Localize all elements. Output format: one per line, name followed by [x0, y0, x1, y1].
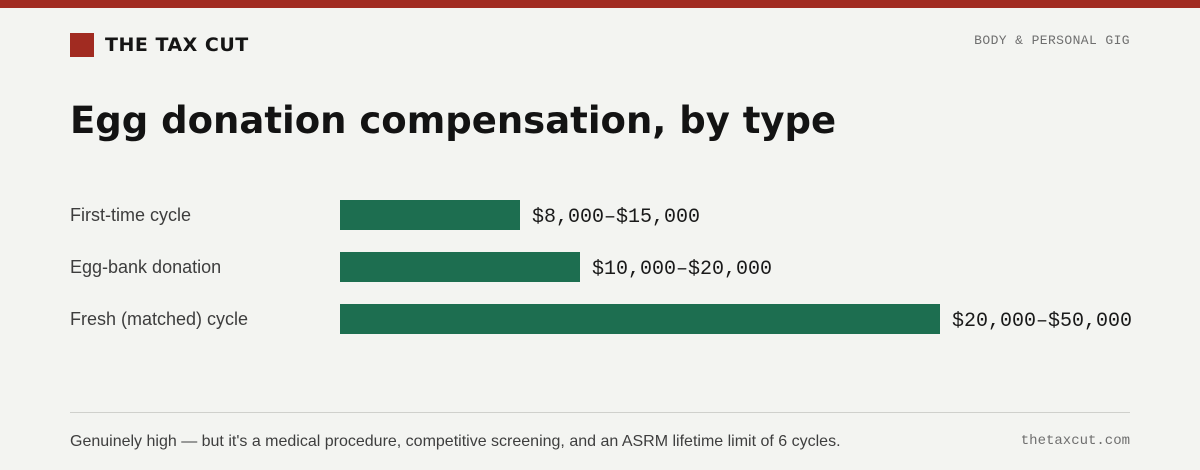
chart-title: Egg donation compensation, by type [70, 99, 837, 142]
bar [340, 304, 940, 334]
value-label: $20,000–$50,000 [952, 310, 1132, 333]
bar [340, 200, 520, 230]
category-label: BODY & PERSONAL GIG [974, 33, 1130, 48]
top-accent-bar [0, 0, 1200, 8]
value-label: $10,000–$20,000 [592, 258, 772, 281]
category-label: Fresh (matched) cycle [70, 309, 248, 329]
category-label: Egg-bank donation [70, 257, 221, 277]
bar [340, 252, 580, 282]
footer-note: Genuinely high — but it's a medical proc… [70, 433, 841, 450]
category-label: First-time cycle [70, 205, 191, 225]
brand-name: THE TAX CUT [105, 34, 249, 56]
site-url: thetaxcut.com [1020, 433, 1130, 449]
bar-chart: First-time cycle $8,000–$15,000 Egg-bank d… [70, 200, 1132, 334]
footer-divider [70, 412, 1130, 413]
brand: THE TAX CUT [70, 30, 249, 60]
value-label: $8,000–$15,000 [532, 206, 700, 229]
brand-logo-square [70, 33, 94, 57]
